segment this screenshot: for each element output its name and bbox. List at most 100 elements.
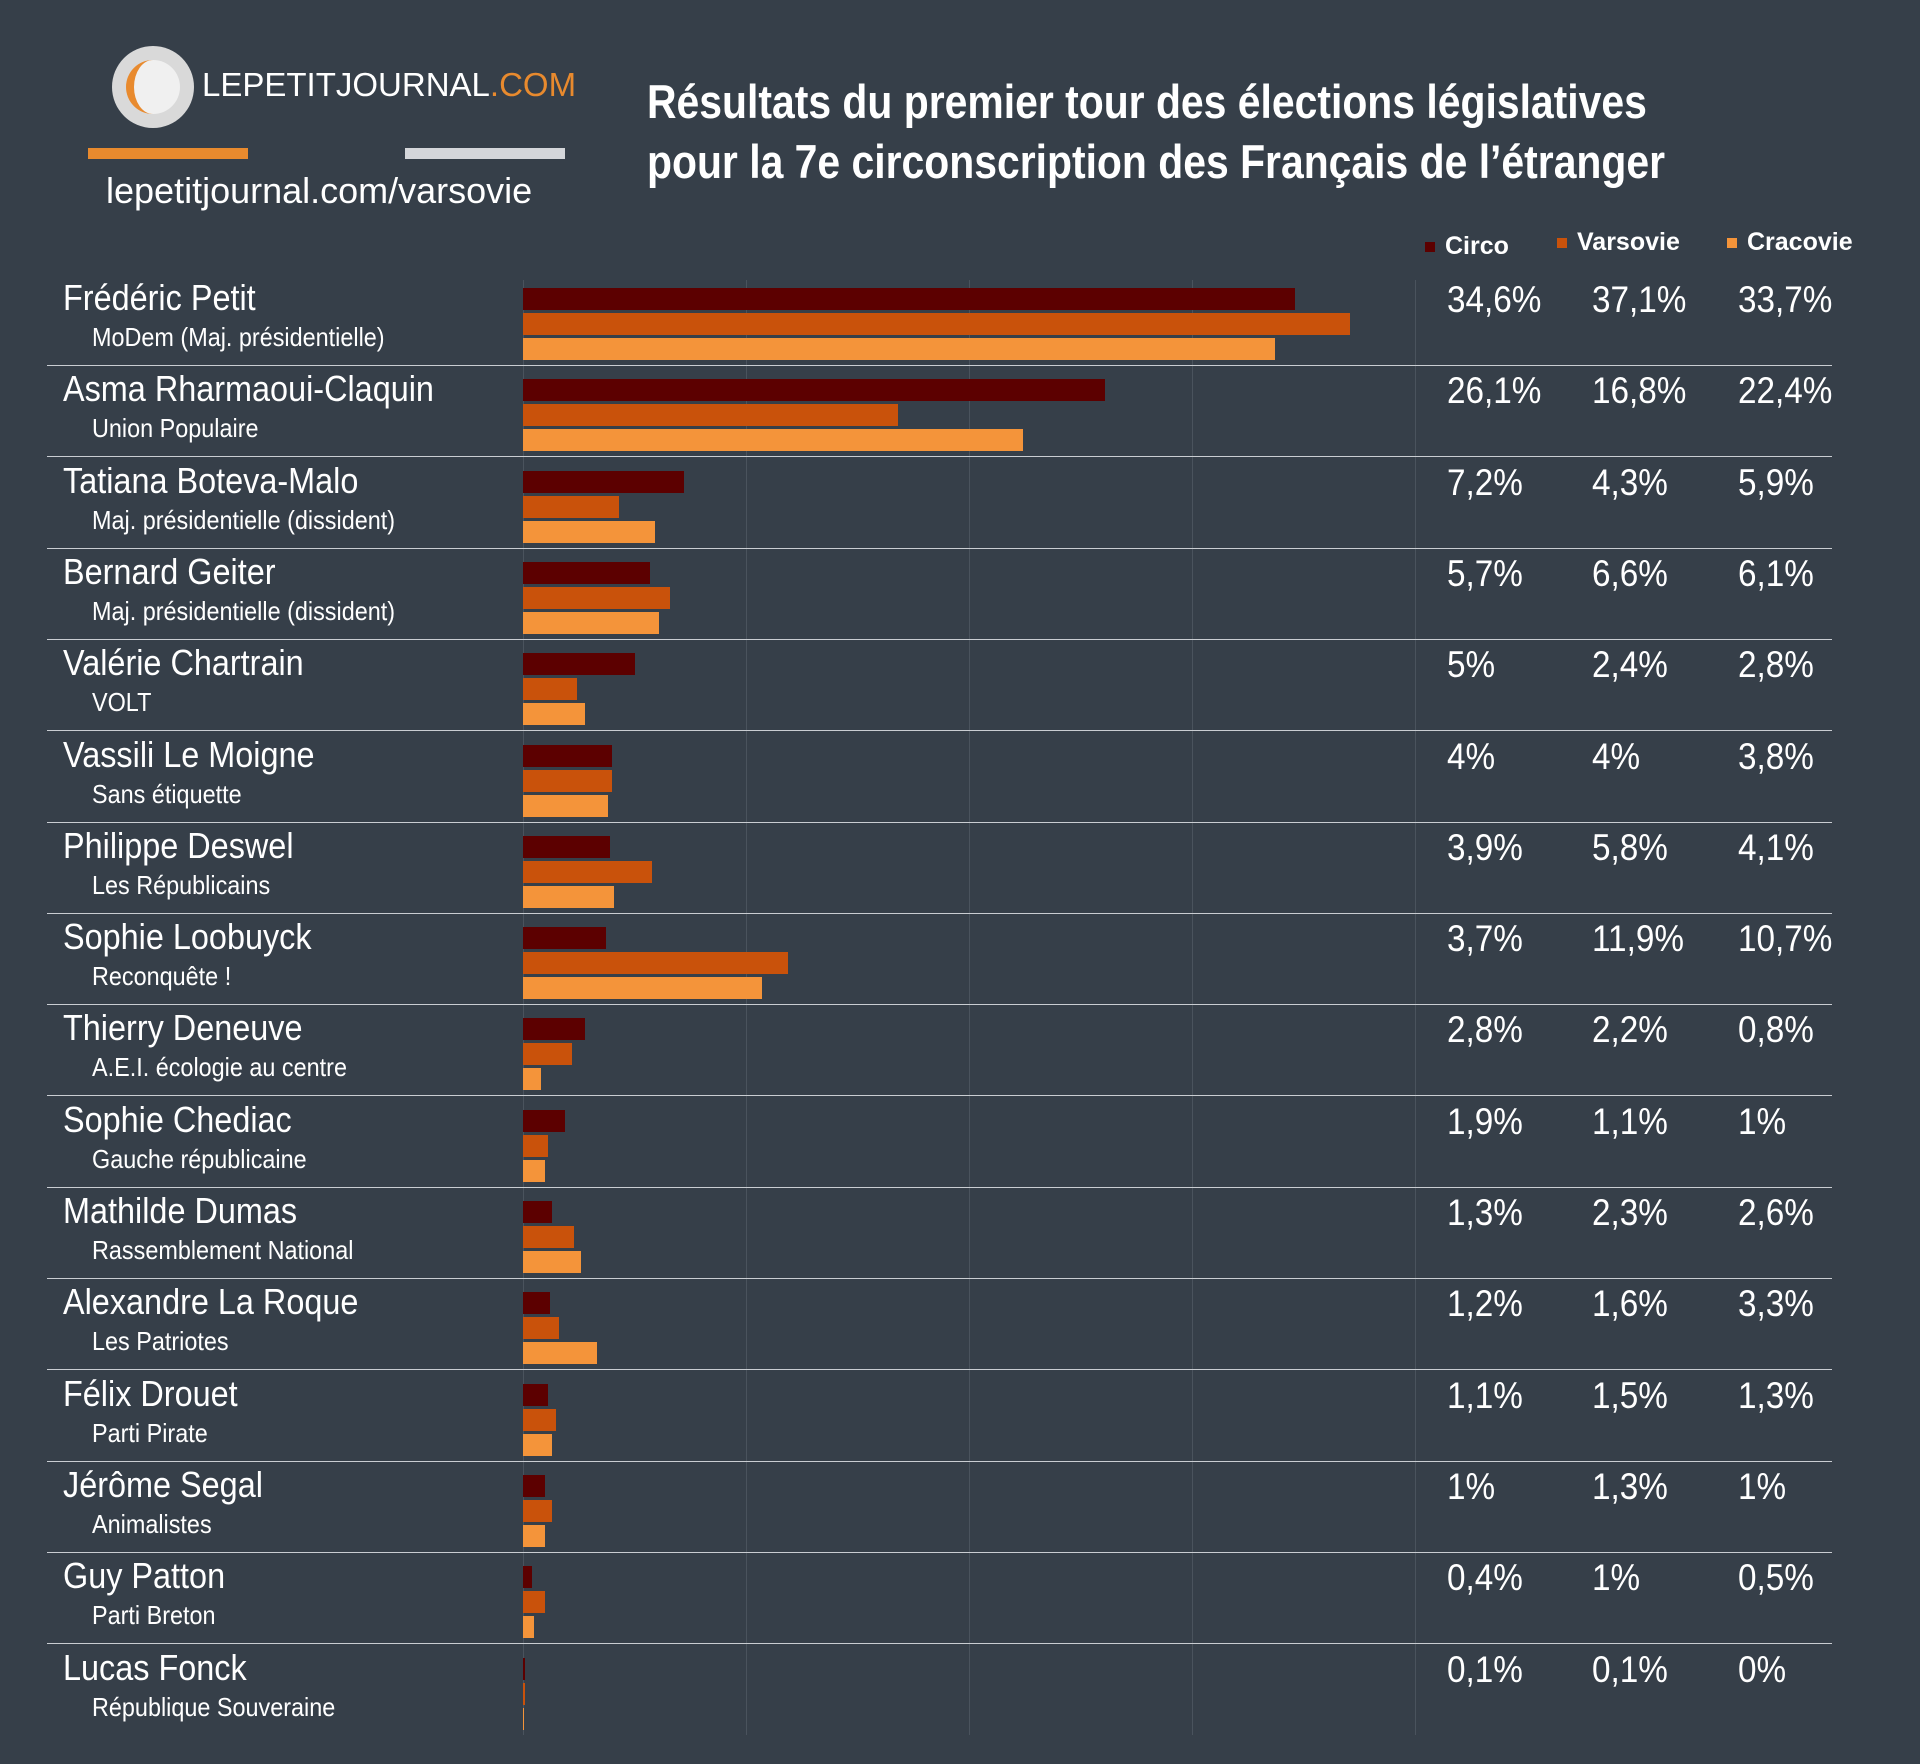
value-circo: 4% <box>1447 735 1496 777</box>
bar-varsovie <box>523 313 1351 335</box>
value-cracovie: 0,8% <box>1738 1009 1814 1051</box>
row-divider <box>47 1369 1832 1371</box>
value-cracovie: 2,6% <box>1738 1192 1814 1233</box>
value-varsovie: 1,6% <box>1592 1283 1668 1325</box>
candidate-name: Philippe Deswel <box>63 824 294 866</box>
bar-varsovie <box>523 1134 548 1157</box>
bar-varsovie <box>523 1682 526 1705</box>
row-divider <box>47 1278 1832 1279</box>
bar-varsovie <box>523 404 898 427</box>
party-name: MoDem (Maj. présidentielle) <box>92 322 385 352</box>
candidate-name: Lucas Fonck <box>63 1646 247 1688</box>
bar-varsovie <box>523 678 577 701</box>
candidate-name: Frédéric Petit <box>63 277 256 318</box>
legend-varsovie: Varsovie <box>1557 228 1680 257</box>
bar-cracovie <box>523 703 586 726</box>
value-circo: 7,2% <box>1447 461 1523 503</box>
gridline <box>523 280 524 1735</box>
bar-varsovie <box>523 769 613 792</box>
legend-cracovie: Cracovie <box>1727 228 1853 257</box>
party-name: Reconquête ! <box>92 961 232 992</box>
candidate-name: Mathilde Dumas <box>63 1190 298 1231</box>
chart-title: Résultats du premier tour des élections … <box>647 75 1666 188</box>
candidate-row: Félix Drouet Parti Pirate 1,1% 1,5% 1,3% <box>0 1371 1920 1462</box>
value-circo: 0,4% <box>1447 1557 1523 1599</box>
value-varsovie: 6,6% <box>1592 552 1668 594</box>
party-name: Rassemblement National <box>92 1235 354 1265</box>
row-divider <box>47 1186 1832 1188</box>
value-cracovie: 3,8% <box>1738 735 1814 777</box>
bar-cracovie <box>523 1251 581 1273</box>
party-name: Parti Pirate <box>92 1417 208 1448</box>
party-name: Gauche républicaine <box>92 1143 307 1174</box>
bar-cracovie <box>523 1433 552 1456</box>
row-divider <box>47 912 1832 914</box>
value-cracovie: 33,7% <box>1738 279 1833 320</box>
bar-cracovie <box>523 1068 541 1091</box>
row-divider <box>47 547 1832 549</box>
bar-cracovie <box>523 429 1023 452</box>
party-name: Animalistes <box>92 1508 212 1539</box>
party-name: Sans étiquette <box>92 778 242 809</box>
bar-circo <box>523 1383 548 1406</box>
bar-varsovie <box>523 1408 557 1431</box>
candidate-row: Vassili Le Moigne Sans étiquette 4% 4% 3,8% <box>0 732 1920 823</box>
candidate-name: Vassili Le Moigne <box>63 733 315 775</box>
row-divider <box>47 730 1832 732</box>
candidate-row: Philippe Deswel Les Républicains 3,9% 5,8%… <box>0 823 1920 914</box>
value-cracovie: 3,3% <box>1738 1283 1814 1325</box>
legend-circo: Circo <box>1425 232 1509 261</box>
bar-cracovie <box>523 611 660 634</box>
bar-circo <box>523 379 1106 402</box>
candidate-row: Guy Patton Parti Breton 0,4% 1% 0,5% <box>0 1553 1920 1645</box>
value-circo: 2,8% <box>1447 1009 1523 1051</box>
party-name: Maj. présidentielle (dissident) <box>92 504 396 535</box>
candidate-row: Thierry Deneuve A.E.I. écologie au centr… <box>0 1005 1920 1097</box>
value-cracovie: 0% <box>1738 1648 1787 1690</box>
bar-cracovie <box>523 1342 597 1365</box>
value-varsovie: 1% <box>1592 1557 1641 1599</box>
value-cracovie: 4,1% <box>1738 826 1814 868</box>
site-url: lepetitjournal.com/varsovie <box>106 170 533 211</box>
value-circo: 1% <box>1447 1465 1496 1507</box>
candidate-name: Jérôme Segal <box>63 1463 263 1505</box>
bar-circo <box>523 1201 552 1223</box>
bar-circo <box>523 1292 550 1315</box>
party-name: A.E.I. écologie au centre <box>92 1052 347 1083</box>
bar-varsovie <box>523 860 653 883</box>
row-divider <box>47 456 1832 458</box>
row-divider <box>47 1643 1832 1645</box>
value-varsovie: 1,5% <box>1592 1374 1668 1416</box>
candidate-row: Lucas Fonck République Souveraine 0,1% 0,1… <box>0 1645 1920 1736</box>
bar-cracovie <box>523 1524 546 1547</box>
candidate-row: Frédéric Petit MoDem (Maj. présidentiell… <box>0 275 1920 366</box>
value-varsovie: 5,8% <box>1592 826 1668 868</box>
bar-circo <box>523 470 684 493</box>
bar-varsovie <box>523 586 671 609</box>
bar-circo <box>523 1018 586 1041</box>
logo-mascot-icon <box>112 46 194 128</box>
bar-circo <box>523 1566 532 1589</box>
candidate-row: Tatiana Boteva-Malo Maj. présidentielle … <box>0 458 1920 549</box>
party-name: VOLT <box>92 687 152 718</box>
bar-varsovie <box>523 1317 559 1340</box>
candidate-row: Alexandre La Roque Les Patriotes 1,2% 1,6%… <box>0 1279 1920 1371</box>
bar-varsovie <box>523 1226 575 1248</box>
row-divider <box>47 1095 1832 1097</box>
bar-cracovie <box>523 520 655 543</box>
value-circo: 0,1% <box>1447 1648 1523 1690</box>
candidate-name: Sophie Chediac <box>63 1098 292 1140</box>
value-circo: 1,9% <box>1447 1100 1523 1142</box>
bar-circo <box>523 561 651 584</box>
value-varsovie: 2,2% <box>1592 1009 1668 1051</box>
candidate-row: Valérie Chartrain VOLT 5% 2,4% 2,8% <box>0 640 1920 732</box>
row-divider <box>47 1004 1832 1006</box>
value-circo: 3,9% <box>1447 826 1523 868</box>
value-varsovie: 1,3% <box>1592 1465 1668 1507</box>
value-varsovie: 16,8% <box>1592 370 1687 412</box>
value-varsovie: 2,3% <box>1592 1192 1668 1233</box>
candidate-name: Guy Patton <box>63 1555 226 1597</box>
candidate-row: Sophie Loobuyck Reconquête ! 3,7% 11,9% 10,… <box>0 914 1920 1006</box>
value-varsovie: 1,1% <box>1592 1100 1668 1142</box>
